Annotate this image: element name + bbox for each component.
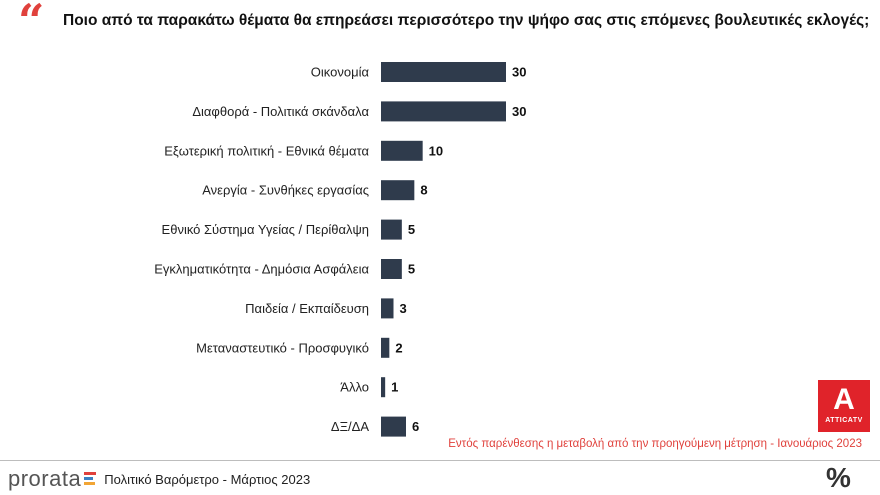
chart-title: Ποιο από τα παρακάτω θέματα θα επηρεάσει…	[63, 12, 870, 29]
bar	[381, 140, 423, 161]
bar	[381, 298, 394, 319]
category-label: Εξωτερική πολιτική - Εθνικά θέματα	[164, 143, 369, 158]
footer: prorata Πολιτικό Βαρόμετρο - Μάρτιος 202…	[8, 466, 310, 492]
value-label: 3	[400, 301, 407, 316]
bar-chart: Οικονομία 30 Διαφθορά - Πολιτικά σκάνδαλα 3…	[154, 62, 526, 437]
value-label: 10	[429, 143, 443, 158]
category-label: Παιδεία / Εκπαίδευση	[245, 301, 369, 316]
bar	[381, 101, 506, 122]
value-label: 6	[412, 419, 419, 434]
value-label: 5	[408, 262, 415, 277]
category-label: Ανεργία - Συνθήκες εργασίας	[202, 183, 369, 198]
value-label: 30	[512, 104, 526, 119]
bar	[381, 337, 390, 358]
value-label: 5	[408, 222, 415, 237]
bar	[381, 259, 402, 279]
bar	[381, 377, 386, 398]
category-label: Διαφθορά - Πολιτικά σκάνδαλα	[192, 104, 369, 119]
footer-divider	[0, 460, 880, 461]
category-label: Μεταναστευτικό - Προσφυγικό	[196, 340, 369, 355]
value-label: 30	[512, 65, 526, 80]
bar	[381, 180, 415, 201]
value-label: 2	[395, 340, 402, 355]
percent-icon: %	[826, 462, 851, 493]
footer-title: Πολιτικό Βαρόμετρο - Μάρτιος 2023	[104, 471, 311, 487]
bar	[381, 416, 406, 437]
logo-letter: A	[833, 383, 855, 416]
category-label: Άλλο	[340, 380, 369, 395]
prorata-logo: prorata	[8, 466, 82, 491]
category-label: ΔΞ/ΔΑ	[331, 419, 369, 434]
value-label: 8	[420, 183, 427, 198]
prorata-bars-icon	[84, 471, 97, 487]
category-label: Εθνικό Σύστημα Υγείας / Περίθαλψη	[162, 222, 369, 237]
attica-tv-logo: A ATTICATV	[818, 380, 870, 432]
category-label: Οικονομία	[311, 65, 370, 80]
logo-text: ATTICATV	[825, 417, 863, 424]
value-label: 1	[391, 380, 398, 395]
change-note: Εντός παρένθεσης η μεταβολή από την προη…	[448, 438, 862, 450]
bar	[381, 62, 506, 82]
bar	[381, 219, 402, 240]
quote-mark-icon: “	[18, 0, 45, 48]
category-label: Εγκληματικότητα - Δημόσια Ασφάλεια	[154, 262, 369, 277]
